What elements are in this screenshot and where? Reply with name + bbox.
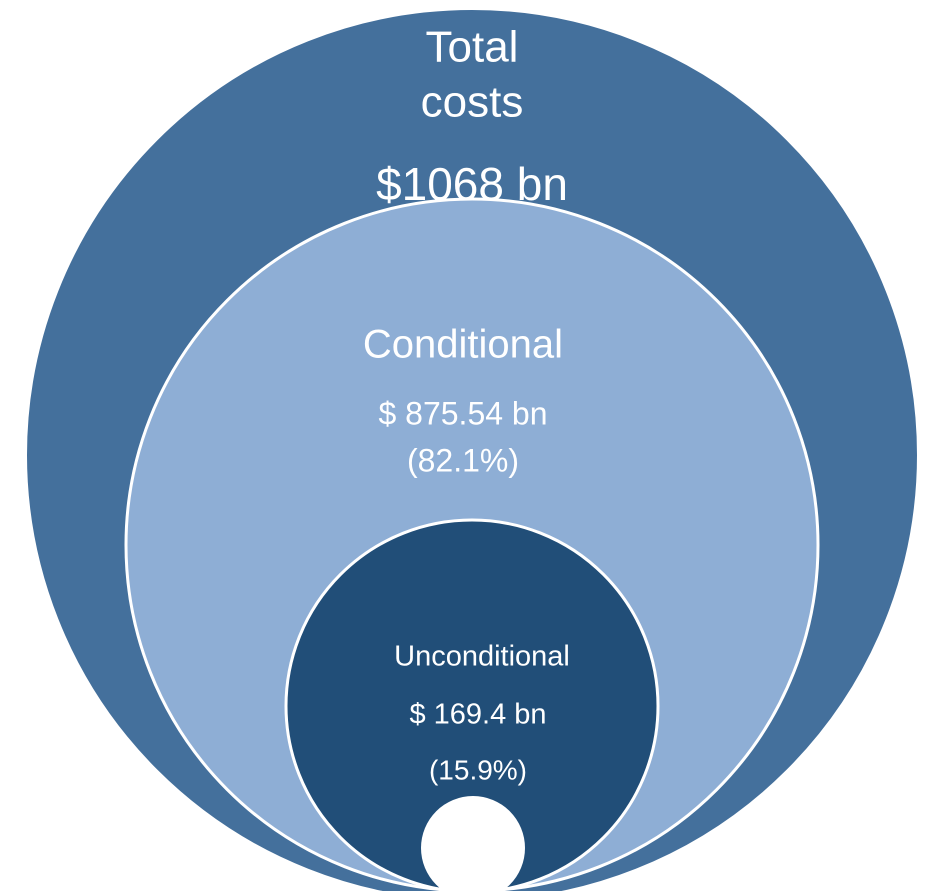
conditional-share: (82.1%) [407, 442, 519, 478]
total-label-line: costs [421, 78, 524, 127]
inner-white-circle [421, 796, 525, 891]
unconditional-circle [284, 518, 660, 891]
unconditional-label: Unconditional [394, 641, 570, 673]
unconditional-share: (15.9%) [429, 754, 527, 785]
conditional-label: Conditional [363, 323, 563, 367]
total-value: $1068 bn [376, 158, 568, 210]
total-label-line: Total [426, 23, 519, 72]
conditional-value: $ 875.54 bn [378, 395, 547, 431]
unconditional-value: $ 169.4 bn [409, 699, 546, 731]
